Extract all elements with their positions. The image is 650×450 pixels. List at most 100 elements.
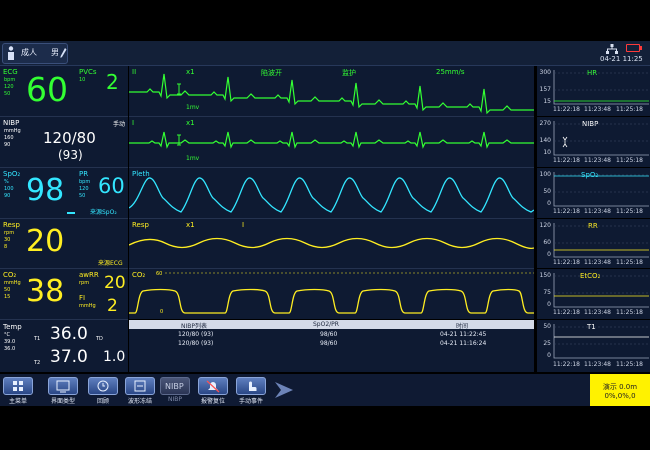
awrr-value: 20 [104,273,126,293]
awrr-unit: rpm [79,280,90,286]
divider [0,319,128,320]
manual-event-icon [236,377,266,395]
trend-etco2[interactable]: EtCO₂ 150 75 0 11:22:18 11:23:48 11:25:1… [537,269,650,319]
review-button[interactable]: 回顾 [88,377,118,405]
network-icon [606,44,618,54]
resp-trace [129,237,534,249]
ecg-mode[interactable]: 监护 [342,69,356,77]
ecg-i-lead: I [132,119,135,127]
nibp-value: 120/80 [43,129,96,147]
ecg-i-waveform[interactable]: I x1 1mv [129,117,534,167]
trend-axes [553,70,649,105]
trend-tick: 0 [547,200,551,207]
trend-tick: 270 [539,120,551,127]
nibp-param-panel[interactable]: NIBP mmHg 160 90 手动 120/80 (93) [0,117,128,167]
table-cell: 120/80 (93) [178,340,214,347]
etco2-value: 38 [26,274,65,309]
trend-time: 11:22:18 [553,208,580,215]
spo2-hi: 100 [4,186,14,192]
ecg-ii-waveform[interactable]: II x1 陷波开 监护 25mm/s 1mv [129,66,534,116]
ecg-i-gain[interactable]: x1 [186,119,195,127]
nibp-list-table[interactable]: NIBP列表 SpO2/PR 时间 120/80 (93) 98/60 04-2… [129,320,534,372]
trend-time: 11:25:18 [616,106,643,113]
trend-name: HR [587,69,598,77]
trend-axes [553,172,649,207]
alarm-reset-button[interactable]: 报警复位 [198,377,228,405]
trend-time: 11:22:18 [553,157,580,164]
awrr-label: awRR [79,271,99,279]
patient-sex: 男 [51,48,59,57]
ecg-ii-gain[interactable]: x1 [186,68,195,76]
pvcs-value: 2 [106,70,119,94]
t2-value: 37.0 [50,347,88,367]
spo2-lo: 90 [4,193,11,199]
divider [129,218,534,219]
screen-layout-label: 界面类型 [50,398,75,405]
table-cell: 98/60 [320,340,338,347]
resp-value: 20 [26,224,65,259]
trend-tick: 120 [539,222,551,229]
co2-label: CO₂ [3,271,17,279]
trend-hr[interactable]: HR 300 157 15 11:22:18 11:23:48 11:25:18 [537,66,650,116]
t2-label: T2 [34,360,41,366]
ecg-filter[interactable]: 陷波开 [261,69,282,77]
co2-waveform[interactable]: CO₂ 60 0 [129,269,534,319]
divider [0,116,128,117]
trend-time: 11:25:18 [616,361,643,368]
ecg-param-panel[interactable]: ECG bpm 120 50 60 PVCs 10 2 [0,66,128,116]
pleth-waveform[interactable]: Pleth [129,168,534,218]
battery-icon [626,44,642,52]
trend-tick: 140 [539,137,551,144]
perfusion-bar [67,212,75,214]
trend-tick: 0 [547,352,551,359]
nibp-unit: mmHg [4,128,21,134]
next-page-icon[interactable] [273,380,295,400]
nibp-mean: (93) [58,148,83,162]
trend-tick: 50 [543,188,551,195]
freeze-wave-button[interactable]: 波形冻结 [125,377,155,405]
co2-wave-label: CO₂ [132,271,146,279]
trend-time: 11:22:18 [553,106,580,113]
resp-hi: 30 [4,237,11,243]
td-value: 1.0 [103,349,126,365]
temp-param-panel[interactable]: Temp °C 39.0 36.0 T1 36.0 T2 37.0 TD 1.0 [0,320,128,372]
co2-scale-top: 60 [156,271,163,277]
resp-marker: I [242,221,245,229]
patient-category: 成人 [21,48,37,57]
trend-nibp[interactable]: NIBP 270 140 10 11:22:18 11:23:48 11:25:… [537,117,650,167]
spo2-param-panel[interactable]: SpO₂ % 100 90 98 PR bpm 120 50 60 来源SpO₂ [0,168,128,218]
temp-unit: °C [4,332,10,338]
trend-tick: 60 [543,239,551,246]
main-menu-button[interactable]: 主菜单 [3,377,33,405]
trend-time: 11:22:18 [553,309,580,316]
divider [0,218,128,219]
divider [129,268,534,269]
resp-param-panel[interactable]: Resp rpm 30 8 20 来源ECG [0,219,128,268]
ecg-speed[interactable]: 25mm/s [436,68,465,76]
resp-gain[interactable]: x1 [186,221,195,229]
ecg-lo: 50 [4,91,11,97]
screen-layout-button[interactable]: 界面类型 [48,377,78,405]
pleth-label: Pleth [132,170,150,178]
resp-wave-label: Resp [132,221,149,229]
ecg-label: ECG [3,68,18,76]
nibp-start-button[interactable]: NIBP NIBP [160,377,190,405]
trend-rr[interactable]: RR 120 60 0 11:22:18 11:23:48 11:25:18 [537,219,650,268]
col-time: 时间 [456,323,469,330]
patient-info-button[interactable]: 成人 男 [2,43,68,64]
pvcs-label: PVCs [79,68,97,76]
divider [0,167,128,168]
trend-t1[interactable]: T1 50 25 0 11:22:18 11:23:48 11:25:18 [537,320,650,372]
trend-tick: 75 [543,289,551,296]
co2-param-panel[interactable]: CO₂ mmHg 50 15 38 awRR rpm 20 FI mmHg 2 [0,269,128,319]
manual-event-button[interactable]: 手动事件 [236,377,266,405]
trend-tick: 0 [547,251,551,258]
resp-waveform[interactable]: Resp x1 I [129,219,534,268]
trend-name: RR [588,222,598,230]
trend-spo2[interactable]: SpO₂ 100 50 0 11:22:18 11:23:48 11:25:18 [537,168,650,218]
nibp-label: NIBP [3,119,20,127]
spo2-label: SpO₂ [3,170,21,178]
pr-lo: 50 [79,193,86,199]
trend-time: 11:22:18 [553,361,580,368]
